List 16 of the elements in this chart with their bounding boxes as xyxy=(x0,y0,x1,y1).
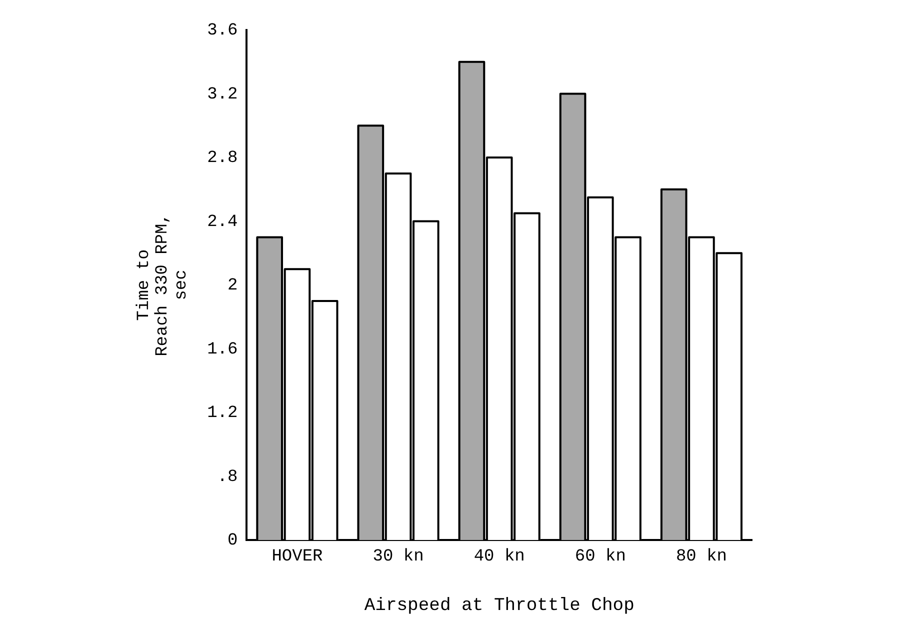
y-tick-label: .8 xyxy=(217,468,238,487)
y-tick-label: 2.8 xyxy=(207,149,238,168)
y-tick-label: 2.4 xyxy=(207,212,238,232)
y-tick-label: 2 xyxy=(228,276,238,296)
y-tick-label: 1.2 xyxy=(207,404,238,423)
x-tick-label: HOVER xyxy=(272,548,323,567)
x-tick-label: 40 kn xyxy=(474,548,525,567)
x-tick-label: 60 kn xyxy=(574,548,626,567)
y-tick-label: 3.6 xyxy=(207,22,238,40)
y-tick-label: 3.2 xyxy=(207,85,238,104)
y-tick-label: 0 xyxy=(228,532,238,550)
y-tick-label: 1.6 xyxy=(207,340,238,360)
y-axis-title: Time to Reach 330 RPM, sec xyxy=(134,214,192,356)
x-tick-label: 80 kn xyxy=(676,548,727,567)
x-axis-title: Airspeed at Throttle Chop xyxy=(364,596,634,616)
x-tick-label: 30 kn xyxy=(372,548,424,567)
